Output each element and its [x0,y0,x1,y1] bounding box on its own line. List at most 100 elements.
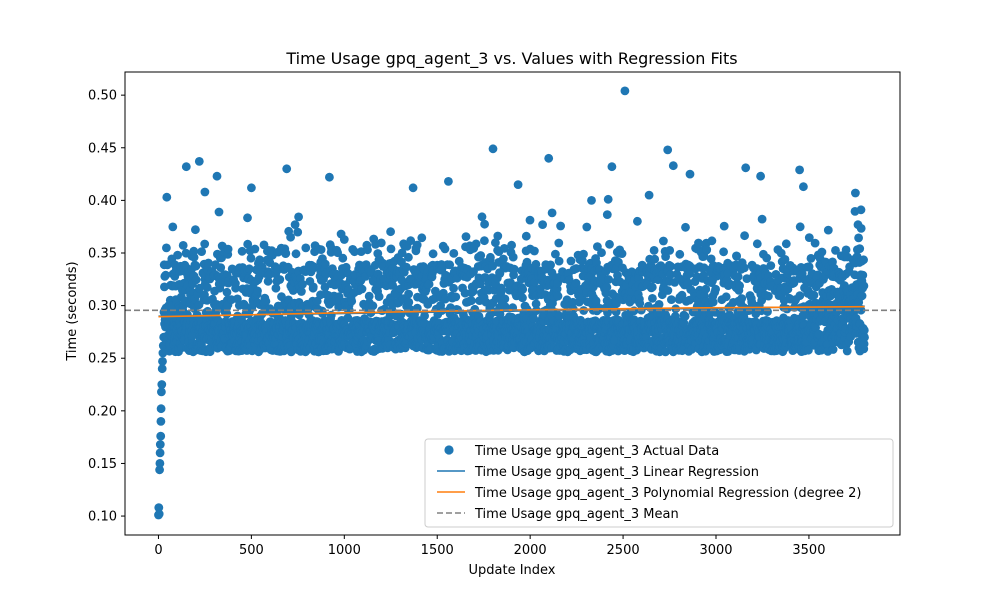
data-point [546,260,555,270]
data-point [551,249,560,259]
data-point [291,249,301,259]
data-point [500,302,510,311]
data-point [795,291,805,301]
data-point [706,254,716,264]
data-point [316,245,326,255]
data-point [553,291,563,301]
x-tick-label: 500 [239,543,264,558]
data-point [406,236,416,246]
data-point [742,274,752,283]
data-point [661,252,670,261]
legend-label: Time Usage gpq_agent_3 Actual Data [474,444,719,459]
data-point [685,169,695,179]
data-point [831,246,840,255]
y-tick-label: 0.20 [88,404,117,419]
y-tick-label: 0.10 [88,510,117,525]
data-point [509,264,519,274]
data-point [641,332,651,342]
legend-box [424,438,894,528]
data-point [281,248,291,258]
data-point [156,417,166,426]
data-point [776,248,786,258]
data-point [271,283,281,293]
data-point [701,284,711,294]
data-point [261,296,271,306]
data-point [500,294,510,304]
data-point [404,297,414,307]
data-point [178,241,188,250]
x-tick-label: 1500 [421,543,454,558]
data-point [491,238,500,248]
data-point [301,243,311,253]
data-point [189,252,199,262]
legend-marker-actual [444,445,454,455]
data-point [851,188,860,198]
data-point [368,301,378,311]
data-point [350,247,359,257]
data-point [222,309,232,319]
data-point [480,236,489,246]
data-point [781,239,791,249]
data-point [495,269,505,278]
data-point [200,187,210,197]
data-point [804,345,813,355]
data-point [859,339,869,349]
data-point [243,239,253,249]
data-point [654,300,664,309]
data-point [554,238,564,248]
y-tick-label: 0.45 [88,141,117,156]
data-point [154,509,164,519]
data-point [402,262,411,272]
data-point [333,248,342,258]
data-point [633,216,642,226]
data-point [420,311,429,321]
legend: Time Usage gpq_agent_3 Actual Data Time U… [424,438,894,528]
data-point [675,249,685,259]
data-point [298,279,307,289]
x-tick-label: 3000 [699,543,732,558]
data-point [263,276,273,286]
data-point [806,254,816,263]
data-point [659,236,668,246]
data-point [809,290,819,300]
data-point [467,296,476,306]
data-point [499,254,508,264]
data-point [471,239,481,249]
data-point [480,219,489,229]
data-point [663,286,673,295]
x-tick-label: 2000 [514,543,547,558]
data-point [650,254,660,264]
data-point [740,231,749,241]
data-point [397,248,407,258]
data-point [804,233,814,243]
data-point [702,245,712,255]
data-point [154,503,164,512]
data-point [681,222,690,232]
data-point [216,263,226,272]
data-point [181,162,191,172]
data-point [591,296,601,306]
data-point [191,225,200,235]
data-point [582,222,592,232]
data-point [568,297,578,307]
data-point [518,293,527,303]
data-point [156,404,166,414]
data-point [412,240,422,250]
data-point [856,224,866,233]
data-point [157,380,167,389]
data-point [677,290,687,300]
data-point [277,292,286,302]
data-point [275,275,285,284]
y-axis-label: Time (seconds) [65,261,80,361]
data-point [364,291,374,301]
data-point [293,227,303,237]
data-point [499,244,509,253]
data-point [343,313,353,323]
data-point [855,244,865,254]
data-point [347,296,357,306]
data-point [708,297,718,307]
data-point [321,269,331,279]
data-point [752,239,762,249]
chart-title: Time Usage gpq_agent_3 vs. Values with R… [285,49,737,69]
data-point [854,233,863,243]
